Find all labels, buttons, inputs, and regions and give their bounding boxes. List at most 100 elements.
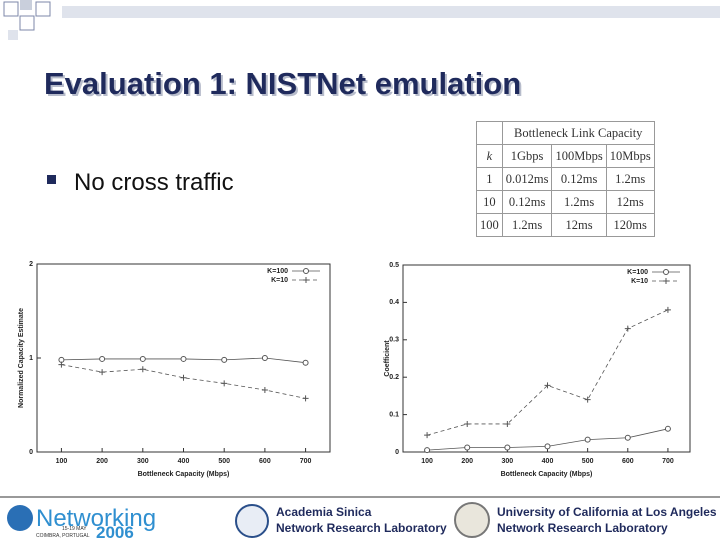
y-tick-label: 0 (395, 449, 399, 456)
marker (261, 386, 268, 393)
table-column-header: 1Gbps (501, 144, 553, 168)
y-tick-label: 1 (29, 355, 33, 362)
table-cell: 1 (476, 167, 503, 191)
table-cell: 120ms (605, 213, 655, 237)
x-tick-label: 300 (502, 458, 514, 465)
table-cell: 100 (476, 213, 503, 237)
marker (464, 420, 471, 427)
legend-label: K=10 (631, 278, 648, 285)
table-cell: 1.2ms (605, 167, 655, 191)
slide-title: Evaluation 1: NISTNet emulation (44, 66, 521, 101)
conference-dates: 15-19 MAY (62, 526, 87, 532)
table-cell: 0.12ms (501, 190, 553, 214)
marker (221, 380, 228, 387)
x-tick-label: 200 (96, 458, 108, 465)
marker (424, 432, 431, 439)
marker (303, 277, 309, 283)
y-tick-label: 0.1 (389, 411, 399, 418)
corner-decoration (0, 0, 720, 40)
marker (624, 434, 631, 441)
legend-label: K=100 (627, 269, 648, 276)
table-header: Bottleneck Link Capacity (501, 121, 655, 145)
title-shadow: Evaluation 1: NISTNet emulation (46, 68, 523, 103)
marker (424, 447, 431, 454)
chart-right: 0 0.1 0.2 0.3 0.4 0.5 100 200 300 400 500 600 700 Bot… (384, 262, 691, 478)
marker (221, 356, 228, 363)
table-column-header: 100Mbps (551, 144, 607, 168)
marker (139, 355, 146, 362)
table-column-header: k (476, 144, 503, 168)
marker (664, 306, 671, 313)
ucla-logo (454, 502, 490, 538)
series-line (426, 309, 669, 436)
conference-name: Networking (36, 505, 156, 532)
bullet-text: No cross traffic (74, 169, 234, 196)
y-axis-label: Normalized Capacity Estimate (18, 308, 25, 408)
table-cell: 12ms (551, 213, 607, 237)
table-column-header: 10Mbps (605, 144, 655, 168)
x-tick-label: 200 (461, 458, 473, 465)
table-cell: 1.2ms (551, 190, 607, 214)
table-row: Bottleneck Link Capacity (476, 121, 655, 145)
x-tick-label: 500 (582, 458, 594, 465)
marker (663, 269, 669, 275)
right-org-line: University of California at Los Angeles (497, 505, 717, 519)
legend-label: K=10 (271, 277, 288, 284)
x-tick-label: 700 (662, 458, 674, 465)
marker (302, 359, 309, 366)
marker (504, 444, 511, 451)
x-tick-label: 100 (421, 458, 433, 465)
marker (99, 355, 106, 362)
conference-year: 2006 (96, 523, 134, 540)
x-tick-label: 300 (137, 458, 149, 465)
right-org-line: Network Research Laboratory (497, 521, 668, 535)
left-org-line: Academia Sinica (276, 505, 372, 519)
chart-left: 0 1 2 100 200 300 400 500 600 700 Bottleneck Capac… (18, 261, 331, 478)
marker (99, 369, 106, 376)
table-cell: 10 (476, 190, 503, 214)
y-axis-label: Coefficient (384, 340, 391, 377)
y-tick-label: 0.2 (389, 374, 399, 381)
x-tick-label: 400 (178, 458, 190, 465)
sinica-logo (235, 504, 269, 538)
y-tick-label: 0.4 (389, 299, 399, 306)
table-cell: 12ms (605, 190, 655, 214)
marker (464, 444, 471, 451)
marker (544, 443, 551, 450)
series-line (61, 364, 306, 399)
table-row: 1 0.012ms 0.12ms 1.2ms (476, 167, 655, 191)
x-axis-label: Bottleneck Capacity (Mbps) (138, 471, 230, 478)
table-row: 100 1.2ms 12ms 120ms (476, 213, 655, 237)
bullet-marker (47, 175, 56, 184)
plot-frame (402, 264, 691, 453)
left-org-line: Network Research Laboratory (276, 521, 447, 535)
y-tick-label: 0 (29, 449, 33, 456)
y-tick-label: 0.5 (389, 262, 399, 269)
table-corner (476, 121, 503, 145)
marker (180, 355, 187, 362)
marker (261, 355, 268, 361)
capacity-table: Bottleneck Link Capacity k 1Gbps 100Mbps 10M… (476, 121, 655, 237)
marker (180, 374, 187, 381)
x-tick-label: 500 (218, 458, 230, 465)
x-tick-label: 400 (542, 458, 554, 465)
marker (504, 420, 511, 427)
marker (302, 395, 309, 402)
y-tick-label: 2 (29, 261, 33, 268)
marker (584, 436, 591, 443)
marker (664, 425, 671, 432)
table-cell: 0.12ms (551, 167, 607, 191)
table-row: 10 0.12ms 1.2ms 12ms (476, 190, 655, 214)
x-tick-label: 600 (259, 458, 271, 465)
x-tick-label: 100 (56, 458, 68, 465)
x-tick-label: 700 (300, 458, 312, 465)
conference-logo (7, 505, 33, 531)
x-tick-label: 600 (622, 458, 634, 465)
marker (303, 268, 309, 274)
marker (584, 396, 591, 403)
table-cell: 1.2ms (501, 213, 553, 237)
y-tick-label: 0.3 (389, 337, 399, 344)
table-cell: 0.012ms (501, 167, 553, 191)
